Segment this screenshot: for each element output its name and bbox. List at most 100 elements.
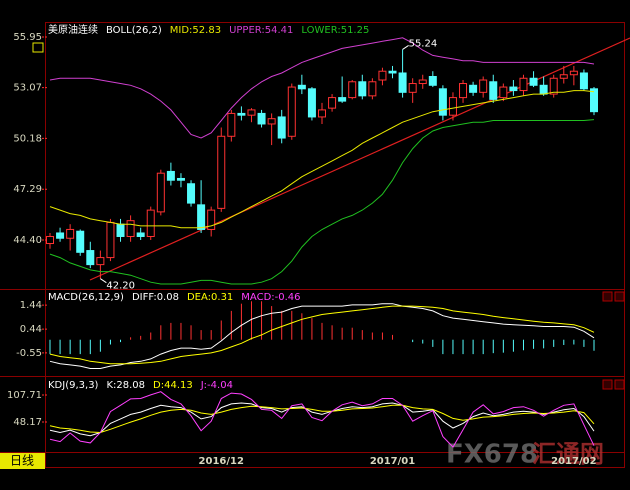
candle-body (348, 81, 357, 99)
candle-body (66, 228, 75, 239)
candle-body (287, 86, 296, 137)
candle-body (76, 230, 85, 253)
candle-body (358, 81, 367, 97)
candle-body (469, 84, 478, 93)
candle-body (489, 81, 498, 100)
annotation: 42.20 (106, 281, 135, 292)
y-tick-label: 53.07 (13, 83, 42, 94)
indicator-name: BOLL(26,2) (106, 25, 162, 36)
y-tick-label: 44.40 (13, 235, 42, 246)
indicator-line (49, 90, 595, 229)
panel-title: 美原油连续 (48, 23, 98, 36)
watermark-brand: FX678 (446, 440, 538, 470)
legend-entry: LOWER:51.25 (301, 25, 369, 36)
indicator-line (49, 402, 595, 437)
y-tick-label: -0.55 (16, 348, 42, 359)
indicator-line (49, 303, 595, 369)
indicator-line (49, 37, 595, 139)
y-tick-label: 1.44 (20, 300, 42, 311)
y-tick-label: 48.17 (13, 417, 42, 428)
indicator-line (49, 391, 595, 448)
candle-body (418, 79, 427, 85)
candle-body (277, 116, 286, 139)
candle-body (46, 235, 54, 245)
y-tick-label: 55.95 (13, 32, 42, 43)
candle-body (529, 77, 538, 86)
indicator-line (49, 119, 595, 285)
close-button[interactable] (614, 379, 625, 390)
marker-icon (32, 42, 44, 53)
candle-body (267, 118, 276, 125)
candle-body (579, 72, 588, 90)
y-tick-label: 47.29 (13, 184, 42, 195)
watermark-name: 汇通网 (532, 440, 604, 468)
legend-entry: DEA:0.31 (187, 292, 233, 303)
candle-body (378, 70, 387, 81)
candle-body (590, 88, 598, 113)
candle-body (338, 97, 347, 102)
period-label: 日线 (10, 454, 34, 468)
candle-body (569, 70, 578, 76)
candle-body (166, 170, 175, 181)
candle-body (448, 97, 457, 116)
candle-body (388, 70, 397, 74)
candle-body (197, 204, 206, 230)
candle-body (106, 221, 115, 259)
y-tick-label: 107.71 (7, 390, 42, 401)
legend-entry: DIFF:0.08 (132, 292, 179, 303)
close-button[interactable] (614, 291, 625, 302)
panel-title: MACD(26,12,9) (48, 292, 124, 303)
candle-body (509, 86, 518, 92)
x-tick-label: 2016/12 (199, 456, 244, 467)
legend-entry: MACD:-0.46 (241, 292, 300, 303)
candle-body (479, 79, 488, 93)
frame (0, 22, 625, 468)
candle-body (116, 223, 125, 237)
candle-body (428, 76, 437, 86)
candle-body (559, 74, 568, 79)
candle-body (398, 72, 407, 93)
candle-body (217, 135, 226, 209)
candle-body (247, 109, 256, 116)
candle-body (237, 112, 246, 116)
candle-body (499, 86, 508, 99)
candle-body (408, 83, 417, 93)
candle-body (146, 209, 155, 237)
legend-entry: D:44.13 (153, 380, 193, 391)
candle-body (257, 112, 266, 125)
panel-controls (602, 291, 625, 390)
candle-body (318, 109, 326, 118)
candle-body (96, 257, 105, 266)
candle-body (136, 232, 145, 237)
y-tick-label: 0.44 (20, 324, 42, 335)
expand-button[interactable] (602, 291, 613, 302)
legend-entry: K:28.08 (106, 380, 145, 391)
annotation-leader (100, 278, 107, 284)
legend-entry: MID:52.83 (170, 25, 221, 36)
candle-body (438, 88, 447, 116)
panel-title: KDJ(9,3,3) (48, 380, 99, 391)
candle-body (56, 232, 65, 239)
expand-button[interactable] (602, 379, 613, 390)
candle-body (307, 88, 316, 118)
candle-body (126, 220, 135, 237)
candle-body (297, 84, 306, 90)
candle-body (328, 97, 337, 109)
candle-body (519, 77, 528, 92)
legend-entry: J:-4.04 (200, 380, 233, 391)
annotation: 55.24 (409, 38, 438, 49)
candle-body (156, 172, 165, 213)
legend-entry: UPPER:54.41 (229, 25, 293, 36)
candle-body (176, 177, 185, 181)
candle-body (539, 84, 548, 95)
candle-body (227, 112, 236, 137)
x-tick-label: 2017/02 (551, 456, 596, 467)
candle-body (549, 77, 558, 95)
trend-line (89, 37, 630, 281)
candle-body (459, 83, 468, 99)
candle-body (86, 250, 95, 266)
period-box (0, 453, 45, 469)
annotation-leader (402, 45, 409, 50)
